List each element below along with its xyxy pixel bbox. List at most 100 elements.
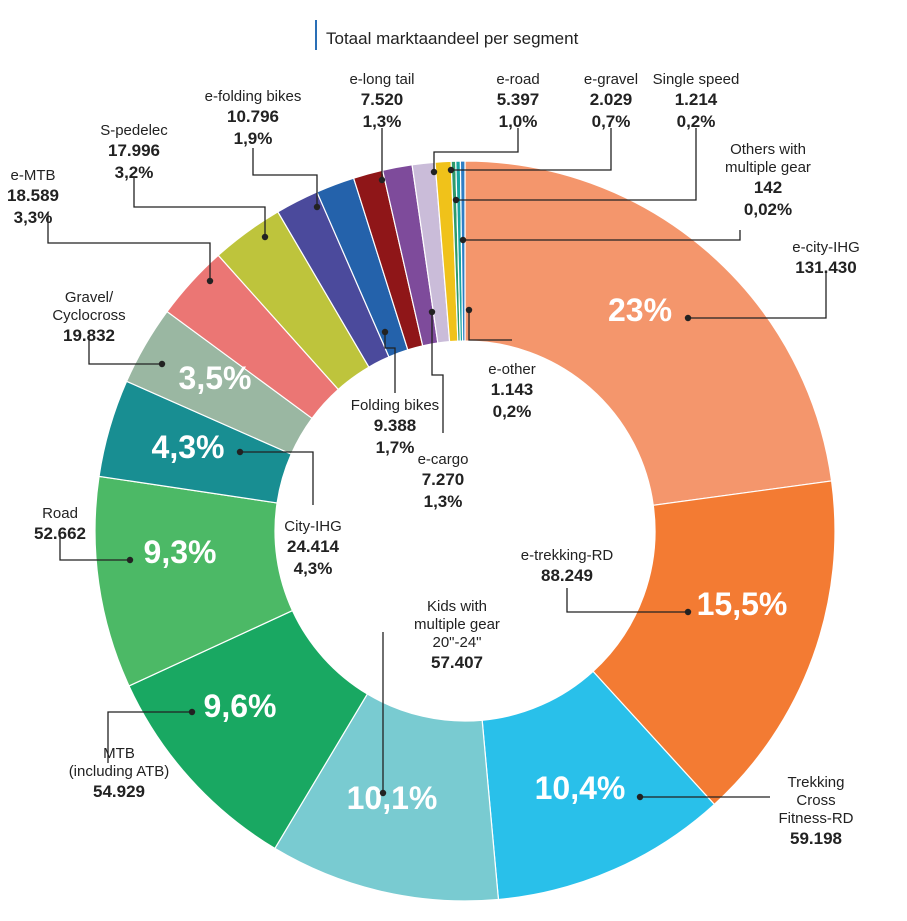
callout-name-others-with-multiple-gear: multiple gear [725,159,811,176]
callout-pct-folding-bikes: 1,7% [376,438,415,457]
callout-mtb-including-atb: MTB(including ATB) 54.929 [69,745,170,801]
segment-pct-e-city-ihg: 23% [608,292,672,328]
callout-road: Road 52.662 [34,505,86,543]
callout-value-e-gravel: 2.029 [590,90,633,109]
callout-pct-city-ihg: 4,3% [294,559,333,578]
callout-name-e-mtb: e-MTB [11,167,56,184]
callout-pct-e-folding-bikes: 1,9% [234,129,273,148]
callout-value-e-city-ihg: 131.430 [795,258,856,277]
callout-name-kids-with-multiple-gear-20-24: Kids with [427,598,487,615]
callout-pct-e-long-tail: 1,3% [363,112,402,131]
callout-e-cargo: e-cargo 7.270 1,3% [418,451,469,511]
callout-value-e-mtb: 18.589 [7,186,59,205]
callout-city-ihg: City-IHG 24.414 4,3% [284,518,342,578]
slice-e-trekking-rd [592,480,836,806]
callout-e-gravel: e-gravel 2.029 0,7% [584,71,638,131]
leader-e-cargo [431,312,444,433]
callout-e-long-tail: e-long tail 7.520 1,3% [349,71,414,131]
leader-dot-s-pedelec [261,233,269,241]
callout-e-folding-bikes: e-folding bikes 10.796 1,9% [205,88,302,148]
callout-value-e-folding-bikes: 10.796 [227,107,279,126]
callout-name-e-gravel: e-gravel [584,71,638,88]
leader-dot-e-gravel [447,166,455,174]
callout-name-trekking-cross-fitness-rd: Fitness-RD [778,810,853,827]
callout-name-e-folding-bikes: e-folding bikes [205,88,302,105]
leader-others-with-multiple-gear [463,230,741,241]
callout-name-e-cargo: e-cargo [418,451,469,468]
segment-pct-e-trekking-rd: 15,5% [697,586,788,622]
callout-pct-e-mtb: 3,3% [14,208,53,227]
title-marker [315,20,317,50]
callout-s-pedelec: S-pedelec 17.996 3,2% [100,122,168,182]
leader-dot-e-long-tail [378,176,386,184]
leader-lines [47,128,827,801]
leader-s-pedelec [133,178,266,237]
slice-e-city-ihg [464,160,833,506]
segment-pct-city-ihg: 4,3% [152,429,225,465]
callout-name-kids-with-multiple-gear-20-24: multiple gear [414,616,500,633]
callout-value-single-speed: 1.214 [675,90,718,109]
callout-value-e-long-tail: 7.520 [361,90,404,109]
callout-value-gravel-cyclocross: 19.832 [63,326,115,345]
callout-name-e-long-tail: e-long tail [349,71,414,88]
leader-e-other [468,310,512,341]
callout-e-mtb: e-MTB 18.589 3,3% [7,167,59,227]
segment-pct-road: 9,3% [144,534,217,570]
leader-road [59,538,130,561]
leader-dot-e-road [430,168,438,176]
callout-pct-e-other: 0,2% [493,402,532,421]
leader-dot-e-city-ihg [684,314,692,322]
callout-name-trekking-cross-fitness-rd: Cross [796,792,835,809]
callout-name-e-trekking-rd: e-trekking-RD [521,547,614,564]
leader-e-trekking-rd [566,588,688,613]
callout-name-mtb-including-atb: (including ATB) [69,763,170,780]
slice-e-other [459,160,466,342]
leader-dot-mtb-including-atb [188,708,196,716]
callout-value-others-with-multiple-gear: 142 [754,178,782,197]
leader-e-mtb [47,212,211,281]
leader-mtb-including-atb [107,711,192,763]
leader-e-gravel [451,128,612,171]
callout-value-e-trekking-rd: 88.249 [541,566,593,585]
leader-dot-trekking-cross-fitness-rd [636,793,644,801]
callout-labels: e-city-IHG 131.430 e-trekking-RD 88.249 Trek… [7,71,860,848]
callout-value-kids-with-multiple-gear-20-24: 57.407 [431,653,483,672]
callout-name-s-pedelec: S-pedelec [100,122,168,139]
callout-e-other: e-other 1.143 0,2% [488,361,536,421]
leader-dot-e-cargo [428,308,436,316]
callout-single-speed: Single speed 1.214 0,2% [653,71,740,131]
callout-pct-e-gravel: 0,7% [592,112,631,131]
callout-name-e-road: e-road [496,71,539,88]
segment-pct-trekking-cross-fitness-rd: 10,4% [535,770,626,806]
callout-gravel-cyclocross: Gravel/Cyclocross 19.832 [52,289,125,345]
leader-dot-folding-bikes [381,328,389,336]
donut-slices [94,160,836,902]
callout-name-folding-bikes: Folding bikes [351,397,439,414]
callout-name-gravel-cyclocross: Gravel/ [65,289,114,306]
callout-value-road: 52.662 [34,524,86,543]
callout-pct-others-with-multiple-gear: 0,02% [744,200,792,219]
leader-e-city-ihg [688,272,827,319]
callout-value-trekking-cross-fitness-rd: 59.198 [790,829,842,848]
callout-e-trekking-rd: e-trekking-RD 88.249 [521,547,614,585]
callout-e-city-ihg: e-city-IHG 131.430 [792,239,860,277]
callout-name-trekking-cross-fitness-rd: Trekking [788,774,845,791]
leader-dot-kids-with-multiple-gear-20-24 [379,789,387,797]
callout-pct-single-speed: 0,2% [677,112,716,131]
callout-name-road: Road [42,505,78,522]
leader-e-folding-bikes [252,148,318,207]
leader-dot-single-speed [452,196,460,204]
leader-dot-others-with-multiple-gear [459,236,467,244]
callout-name-kids-with-multiple-gear-20-24: 20"-24" [432,634,481,651]
leader-e-road [433,128,519,172]
callout-folding-bikes: Folding bikes 9.388 1,7% [351,397,439,457]
callout-value-e-cargo: 7.270 [422,470,465,489]
callout-name-gravel-cyclocross: Cyclocross [52,307,125,324]
leader-single-speed [456,128,697,201]
leader-dot-e-folding-bikes [313,203,321,211]
segment-pct-mtb-including-atb: 9,6% [204,688,277,724]
